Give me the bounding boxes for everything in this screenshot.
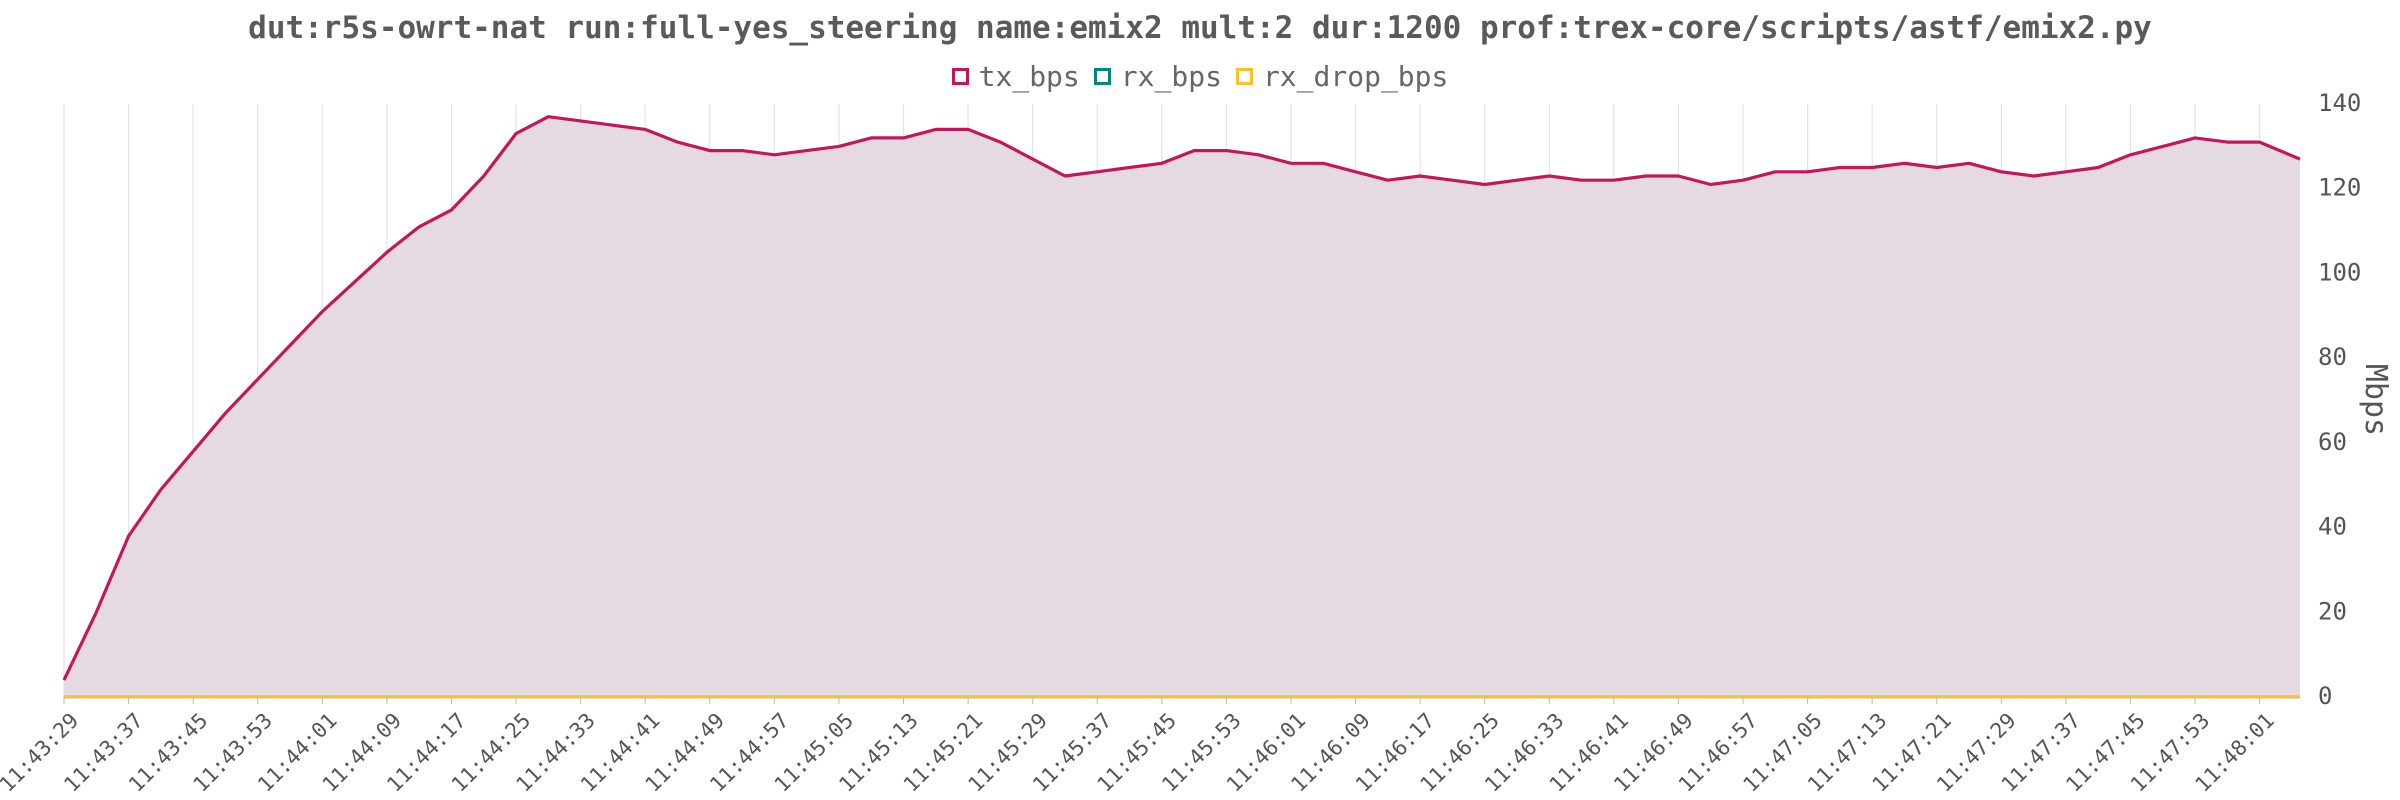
x-axis: 11:43:2911:43:3711:43:4511:43:5311:44:01…: [0, 697, 2279, 797]
y-tick-label: 100: [2318, 258, 2361, 286]
y-axis: 0 20 40 60 80 100 120 140: [2318, 89, 2361, 710]
chart-title: dut:r5s-owrt-nat run:full-yes_steering n…: [248, 10, 2152, 46]
legend-label-rx-drop-bps: rx_drop_bps: [1262, 60, 1449, 93]
legend: tx_bps rx_bps rx_drop_bps: [0, 60, 2400, 93]
series-lines: [62, 115, 2301, 699]
y-tick-label: 20: [2318, 597, 2347, 625]
legend-label-tx-bps: tx_bps: [978, 60, 1080, 93]
legend-label-rx-bps: rx_bps: [1120, 60, 1222, 93]
legend-swatch-rx-drop-bps: [1235, 68, 1253, 85]
y-tick-label: 60: [2318, 428, 2347, 456]
tx-bps-area: [64, 116, 2300, 697]
y-tick-label: 140: [2318, 89, 2361, 117]
legend-swatch-rx-bps: [1093, 68, 1111, 85]
legend-item-tx-bps[interactable]: tx_bps: [951, 60, 1080, 93]
y-tick-label: 0: [2318, 682, 2332, 710]
y-tick-label: 40: [2318, 513, 2347, 541]
tx-bps-line: [62, 115, 2301, 681]
legend-item-rx-drop-bps[interactable]: rx_drop_bps: [1235, 60, 1449, 93]
series-areas: [64, 116, 2300, 697]
y-tick-label: 80: [2318, 343, 2347, 371]
y-tick-label: 120: [2318, 174, 2361, 202]
legend-swatch-tx-bps: [951, 68, 969, 85]
y-axis-label: Mbps: [2358, 364, 2393, 436]
legend-item-rx-bps[interactable]: rx_bps: [1093, 60, 1222, 93]
